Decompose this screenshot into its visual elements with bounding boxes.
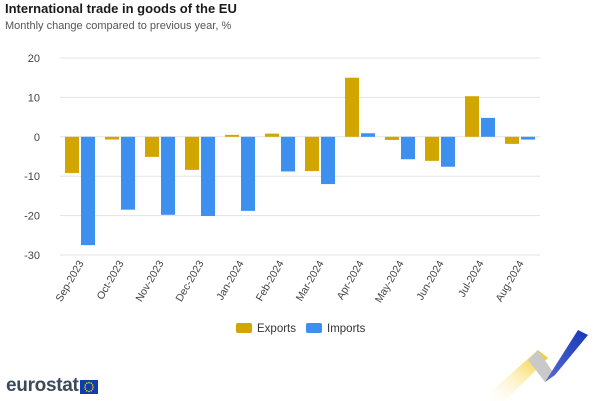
bar-exports-aug-2024 [505, 136, 519, 144]
bar-imports-apr-2024 [361, 133, 375, 137]
bar-exports-jun-2024 [425, 136, 439, 161]
legend-swatch-imports [306, 323, 322, 333]
x-tick-label: Aug-2024 [493, 258, 526, 304]
bar-exports-dec-2023 [185, 136, 199, 170]
bar-exports-sep-2023 [65, 136, 79, 174]
legend-label-exports[interactable]: Exports [257, 323, 296, 335]
bar-imports-dec-2023 [201, 136, 215, 216]
legend-label-imports[interactable]: Imports [327, 323, 366, 335]
y-tick-label: -20 [24, 211, 40, 223]
y-tick-label: -10 [24, 171, 40, 183]
bars [65, 77, 535, 246]
y-axis-ticks: -30 -20 -10 0 10 20 [24, 53, 40, 262]
bar-imports-oct-2023 [121, 136, 135, 210]
x-tick-label: Jun-2024 [414, 258, 446, 302]
decorative-swoosh-icon [480, 330, 588, 401]
x-tick-label: Jan-2024 [214, 258, 246, 302]
legend: Exports Imports [236, 323, 366, 335]
y-tick-label: 20 [28, 53, 40, 65]
x-tick-label: May-2024 [373, 258, 407, 305]
chart-title: International trade in goods of the EU [5, 1, 237, 16]
bar-exports-jan-2024 [225, 134, 239, 137]
bar-exports-may-2024 [385, 136, 399, 140]
bar-exports-feb-2024 [265, 133, 279, 137]
x-tick-label: Nov-2023 [133, 258, 166, 304]
x-axis-ticks: Sep-2023 Oct-2023 Nov-2023 Dec-2023 Jan-2024… [53, 258, 526, 305]
x-tick-label: Oct-2023 [95, 258, 127, 302]
bar-imports-sep-2023 [81, 136, 95, 246]
bar-exports-nov-2023 [145, 136, 159, 157]
x-tick-label: Jul-2024 [456, 258, 487, 299]
bar-imports-may-2024 [401, 136, 415, 160]
bar-exports-mar-2024 [305, 136, 319, 172]
y-tick-label: -30 [24, 250, 40, 262]
x-tick-label: Mar-2024 [294, 258, 327, 303]
grid-lines [60, 57, 540, 256]
legend-swatch-exports [236, 323, 252, 333]
x-tick-label: Sep-2023 [53, 258, 86, 304]
eu-flag-icon [80, 380, 98, 394]
bar-exports-jul-2024 [465, 96, 479, 137]
bar-exports-apr-2024 [345, 77, 359, 137]
bar-imports-jul-2024 [481, 117, 495, 137]
bar-imports-jan-2024 [241, 136, 255, 211]
y-tick-label: 0 [34, 132, 40, 144]
bar-imports-aug-2024 [521, 136, 535, 140]
bar-imports-mar-2024 [321, 136, 335, 185]
chart-subtitle: Monthly change compared to previous year… [5, 20, 232, 32]
x-tick-label: Apr-2024 [335, 258, 367, 302]
x-tick-label: Dec-2023 [173, 258, 206, 304]
bar-imports-feb-2024 [281, 136, 295, 172]
bar-exports-oct-2023 [105, 136, 119, 140]
bar-imports-nov-2023 [161, 136, 175, 215]
x-tick-label: Feb-2024 [254, 258, 287, 303]
y-tick-label: 10 [28, 92, 40, 104]
eurostat-logo-text: eurostat [6, 375, 79, 396]
bar-imports-jun-2024 [441, 136, 455, 167]
